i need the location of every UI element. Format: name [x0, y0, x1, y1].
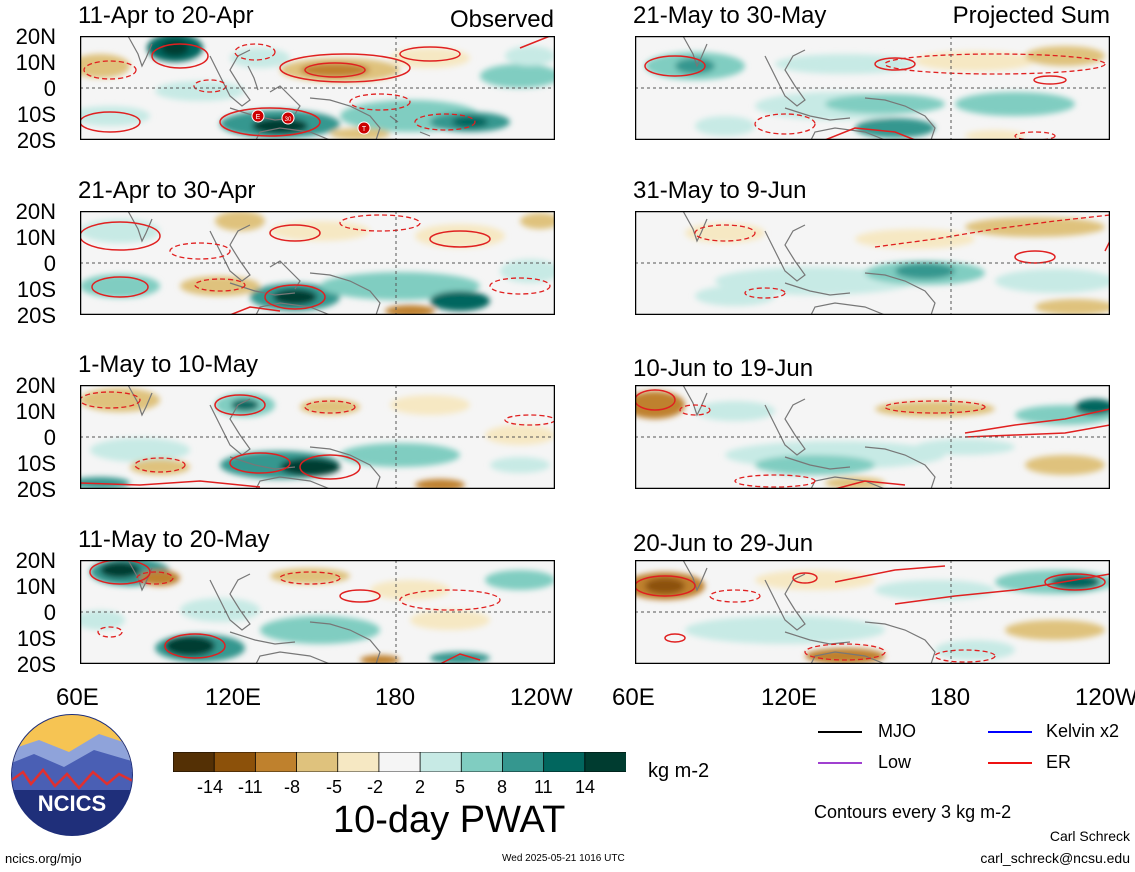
map-panel-8 — [635, 560, 1110, 664]
colorbar-swatch — [502, 752, 545, 772]
colorbar-swatch — [173, 752, 216, 772]
lon-label: 120W — [1075, 684, 1135, 711]
lon-label: 180 — [375, 684, 416, 711]
storm-marker-icon: E 30 T — [251, 109, 371, 135]
colorbar-tick-label: -2 — [367, 777, 384, 797]
map-panel-3 — [80, 385, 555, 489]
observed-label: Observed — [449, 6, 554, 33]
lat-label: 20N — [15, 373, 56, 398]
colorbar-tick-label: 14 — [575, 777, 596, 797]
lon-label: 120W — [510, 684, 573, 711]
lat-label: 10N — [15, 50, 56, 75]
panel-title-2: 21-Apr to 30-Apr — [78, 177, 256, 204]
colorbar-tick-label: -8 — [284, 777, 301, 797]
ncics-logo: NCICS — [11, 714, 133, 836]
lat-label: 10S — [16, 451, 56, 476]
projected-label: Projected Sum — [952, 2, 1110, 29]
lon-label: 120E — [761, 684, 818, 711]
author-name: Carl Schreck — [1049, 828, 1130, 844]
lat-label: 20S — [16, 303, 56, 328]
lat-label: 0 — [43, 425, 56, 450]
colorbar-swatch — [337, 752, 380, 772]
colorbar-tick-label: 2 — [415, 777, 426, 797]
lat-label: 0 — [43, 251, 56, 276]
map-panel-1: E 30 T — [80, 36, 555, 140]
colorbar-swatch — [378, 752, 421, 772]
svg-text:T: T — [362, 126, 367, 133]
colorbar-swatch — [460, 752, 504, 772]
panel-title-8: 20-Jun to 29-Jun — [633, 530, 814, 557]
lon-label: 60E — [612, 684, 655, 711]
colorbar-tick-label: -5 — [326, 777, 343, 797]
svg-text:NCICS: NCICS — [38, 791, 106, 816]
colorbar-swatch — [543, 752, 586, 772]
colorbar-units: kg m-2 — [648, 760, 710, 782]
colorbar-swatch — [254, 752, 298, 772]
legend-swatch-kelvin — [988, 731, 1032, 733]
panel-title-3: 1-May to 10-May — [78, 351, 259, 378]
panel-title-1: 11-Apr to 20-Apr — [78, 2, 254, 29]
map-panel-4 — [80, 560, 555, 664]
lat-label: 20S — [16, 477, 56, 502]
lat-label: 20N — [15, 199, 56, 224]
legend-label-kelvin: Kelvin x2 — [1046, 721, 1120, 741]
colorbar-tick-label: -11 — [238, 777, 263, 797]
site-link[interactable]: ncics.org/mjo — [5, 851, 82, 866]
svg-text:E: E — [256, 114, 261, 121]
lat-label: 20S — [16, 128, 56, 153]
map-panel-7 — [635, 385, 1110, 489]
lat-label: 10S — [16, 626, 56, 651]
chart-title: 10-day PWAT — [333, 799, 566, 841]
legend-swatch-mjo — [818, 731, 862, 733]
panel-title-5: 21-May to 30-May — [633, 2, 827, 29]
lat-label: 10N — [15, 225, 56, 250]
lat-label: 20N — [15, 548, 56, 573]
colorbar-tick-label: 5 — [455, 777, 466, 797]
panel-title-4: 11-May to 20-May — [78, 526, 270, 553]
contour-note: Contours every 3 kg m-2 — [814, 802, 1012, 822]
legend-label-er: ER — [1046, 752, 1072, 772]
colorbar-swatch — [296, 752, 339, 772]
lon-label: 60E — [56, 684, 99, 711]
author-email[interactable]: carl_schreck@ncsu.edu — [980, 850, 1130, 866]
lon-label: 180 — [930, 684, 971, 711]
colorbar-tick-label: 8 — [497, 777, 508, 797]
legend-label-mjo: MJO — [878, 721, 916, 741]
colorbar-swatch — [584, 752, 626, 772]
panel-title-7: 10-Jun to 19-Jun — [633, 355, 814, 382]
colorbar-swatch — [213, 752, 257, 772]
legend-swatch-er — [988, 762, 1032, 764]
legend-label-low: Low — [878, 752, 912, 772]
panel-title-6: 31-May to 9-Jun — [633, 177, 807, 204]
colorbar-tick-label: -14 — [197, 777, 224, 797]
map-panel-5 — [635, 36, 1110, 140]
lat-label: 10N — [15, 399, 56, 424]
lat-label: 10N — [15, 574, 56, 599]
lon-label: 120E — [205, 684, 262, 711]
svg-text:30: 30 — [285, 117, 292, 123]
timestamp: Wed 2025-05-21 1016 UTC — [502, 853, 625, 864]
lat-label: 10S — [16, 102, 56, 127]
colorbar — [173, 752, 626, 772]
colorbar-swatch — [419, 752, 463, 772]
lat-label: 10S — [16, 277, 56, 302]
lat-label: 20N — [15, 24, 56, 49]
lat-label: 20S — [16, 652, 56, 677]
map-panel-6 — [635, 211, 1110, 315]
legend-swatch-low — [818, 762, 862, 764]
lat-label: 0 — [43, 76, 56, 101]
map-panel-2 — [80, 211, 555, 315]
lat-label: 0 — [43, 600, 56, 625]
colorbar-tick-label: 11 — [534, 777, 553, 797]
